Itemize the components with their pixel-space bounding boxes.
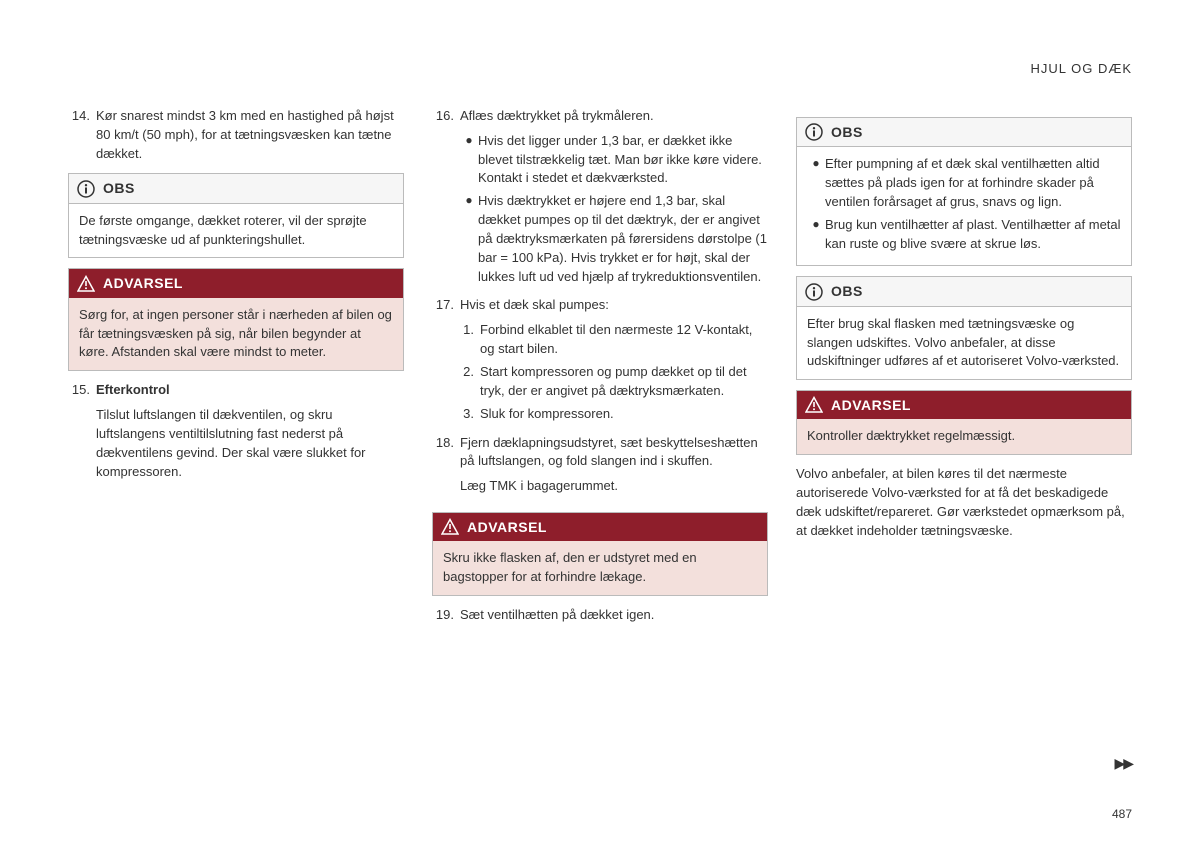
item-number: 16.: [432, 107, 460, 291]
warning-icon: [77, 275, 95, 293]
content-columns: 14. Kør snarest mindst 3 km med en hasti…: [68, 107, 1132, 631]
bullet-mark: ●: [460, 132, 478, 189]
item-lead: Aflæs dæktrykket på trykmåleren.: [460, 107, 768, 126]
list-item: 19. Sæt ventilhætten på dækket igen.: [432, 606, 768, 625]
sub-item-text: Forbind elkablet til den nærmeste 12 V-k…: [480, 321, 768, 359]
sub-item-text: Start kompressoren og pump dækket op til…: [480, 363, 768, 401]
warning-icon: [441, 518, 459, 536]
item-number: 14.: [68, 107, 96, 164]
obs-notice: OBS De første omgange, dækket roterer, v…: [68, 173, 404, 258]
warning-icon: [805, 396, 823, 414]
sub-item-number: 3.: [460, 405, 480, 424]
notice-body: Kontroller dæktrykket regelmæssigt.: [797, 419, 1131, 454]
sub-item-number: 1.: [460, 321, 480, 359]
info-icon: [805, 123, 823, 141]
item-body: Sæt ventilhætten på dækket igen.: [460, 606, 768, 625]
item-body: Hvis et dæk skal pumpes: 1. Forbind elka…: [460, 296, 768, 427]
notice-title: ADVARSEL: [831, 395, 911, 415]
column-3: OBS ● Efter pumpning af et dæk skal vent…: [796, 107, 1132, 631]
item-number: 15.: [68, 381, 96, 487]
notice-header: OBS: [797, 277, 1131, 306]
item-body: Fjern dæklapningsudstyret, sæt beskyttel…: [460, 434, 768, 503]
item-number: 18.: [432, 434, 460, 503]
bullet-item: ● Hvis dæktrykket er højere end 1,3 bar,…: [460, 192, 768, 286]
column-1: 14. Kør snarest mindst 3 km med en hasti…: [68, 107, 404, 631]
list-item: 14. Kør snarest mindst 3 km med en hasti…: [68, 107, 404, 164]
item-body: Efterkontrol Tilslut luftslangen til dæk…: [96, 381, 404, 487]
bullet-item: ● Brug kun ventilhætter af plast. Ventil…: [807, 216, 1121, 254]
notice-body: ● Efter pumpning af et dæk skal ventilhæ…: [797, 147, 1131, 265]
notice-body: Skru ikke flasken af, den er udstyret me…: [433, 541, 767, 595]
list-item: 18. Fjern dæklapningsudstyret, sæt besky…: [432, 434, 768, 503]
bullet-mark: ●: [807, 155, 825, 212]
notice-header: OBS: [797, 118, 1131, 147]
sub-list-item: 3. Sluk for kompressoren.: [460, 405, 768, 424]
item-body: Kør snarest mindst 3 km med en hastighed…: [96, 107, 404, 164]
obs-notice: OBS Efter brug skal flasken med tætnings…: [796, 276, 1132, 380]
info-icon: [805, 283, 823, 301]
item-lead: Hvis et dæk skal pumpes:: [460, 296, 768, 315]
notice-header: OBS: [69, 174, 403, 203]
sub-list: 1. Forbind elkablet til den nærmeste 12 …: [460, 321, 768, 423]
notice-body: De første omgange, dækket roterer, vil d…: [69, 204, 403, 258]
warning-notice: ADVARSEL Sørg for, at ingen personer stå…: [68, 268, 404, 371]
bullet-item: ● Efter pumpning af et dæk skal ventilhæ…: [807, 155, 1121, 212]
bullet-text: Hvis dæktrykket er højere end 1,3 bar, s…: [478, 192, 768, 286]
item-number: 19.: [432, 606, 460, 625]
item-text: Fjern dæklapningsudstyret, sæt beskyttel…: [460, 434, 768, 472]
sub-item-number: 2.: [460, 363, 480, 401]
sub-list-item: 1. Forbind elkablet til den nærmeste 12 …: [460, 321, 768, 359]
notice-header: ADVARSEL: [433, 513, 767, 541]
list-item: 16. Aflæs dæktrykket på trykmåleren. ● H…: [432, 107, 768, 291]
section-header: HJUL OG DÆK: [68, 60, 1132, 79]
sub-item-text: Sluk for kompressoren.: [480, 405, 768, 424]
notice-body: Efter brug skal flasken med tætningsvæsk…: [797, 307, 1131, 380]
bullet-text: Efter pumpning af et dæk skal ventilhætt…: [825, 155, 1121, 212]
notice-header: ADVARSEL: [797, 391, 1131, 419]
list-item: 17. Hvis et dæk skal pumpes: 1. Forbind …: [432, 296, 768, 427]
item-body: Aflæs dæktrykket på trykmåleren. ● Hvis …: [460, 107, 768, 291]
notice-title: OBS: [831, 122, 863, 142]
bullet-text: Hvis det ligger under 1,3 bar, er dækket…: [478, 132, 768, 189]
bullet-mark: ●: [807, 216, 825, 254]
info-icon: [77, 180, 95, 198]
column-2: 16. Aflæs dæktrykket på trykmåleren. ● H…: [432, 107, 768, 631]
obs-notice: OBS ● Efter pumpning af et dæk skal vent…: [796, 117, 1132, 267]
sub-list-item: 2. Start kompressoren og pump dækket op …: [460, 363, 768, 401]
notice-header: ADVARSEL: [69, 269, 403, 297]
item-text: Læg TMK i bagagerummet.: [460, 477, 768, 496]
warning-notice: ADVARSEL Kontroller dæktrykket regelmæss…: [796, 390, 1132, 455]
bullet-text: Brug kun ventilhætter af plast. Ventilhæ…: [825, 216, 1121, 254]
item-number: 17.: [432, 296, 460, 427]
continue-icon: ▶▶: [1114, 753, 1132, 773]
bullet-mark: ●: [460, 192, 478, 286]
list-item: 15. Efterkontrol Tilslut luftslangen til…: [68, 381, 404, 487]
item-text: Tilslut luftslangen til dækventilen, og …: [96, 406, 404, 481]
item-subtitle: Efterkontrol: [96, 381, 404, 400]
warning-notice: ADVARSEL Skru ikke flasken af, den er ud…: [432, 512, 768, 596]
bullet-item: ● Hvis det ligger under 1,3 bar, er dækk…: [460, 132, 768, 189]
notice-title: OBS: [831, 281, 863, 301]
notice-title: ADVARSEL: [467, 517, 547, 537]
manual-page: HJUL OG DÆK 14. Kør snarest mindst 3 km …: [0, 0, 1200, 661]
notice-body: Sørg for, at ingen personer står i nærhe…: [69, 298, 403, 371]
notice-title: ADVARSEL: [103, 273, 183, 293]
closing-paragraph: Volvo anbefaler, at bilen køres til det …: [796, 465, 1132, 540]
notice-title: OBS: [103, 178, 135, 198]
page-number: 487: [1112, 806, 1132, 823]
